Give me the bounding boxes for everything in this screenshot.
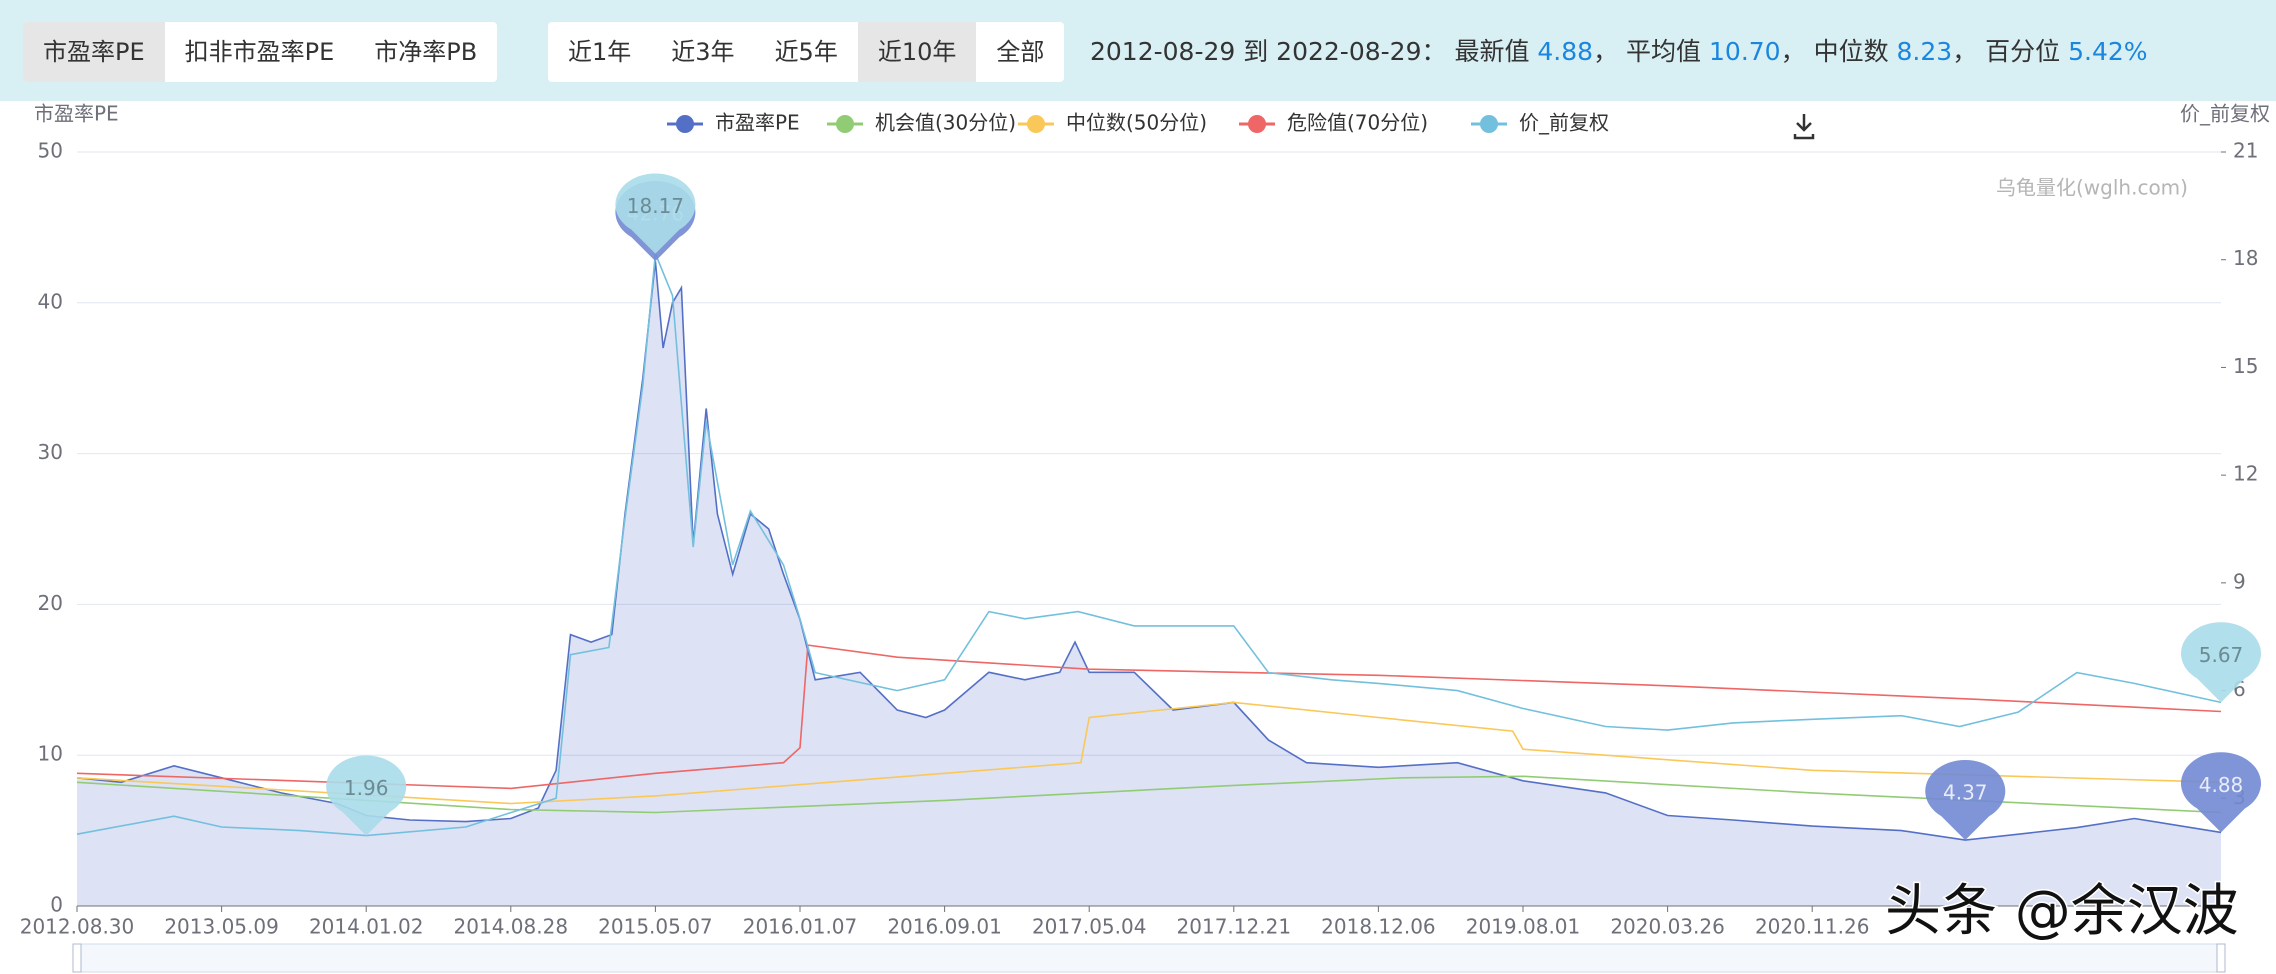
x-tick-label: 2020.11.26	[1755, 915, 1870, 939]
stat-value: 4.88	[1537, 37, 1594, 66]
stat-label: 百分位	[1985, 37, 2061, 66]
x-tick-label: 2014.01.02	[309, 915, 424, 939]
stat-label: 最新值	[1454, 37, 1530, 66]
y2-tick-label: 9	[2233, 569, 2246, 593]
legend-label: 中位数(50分位)	[1066, 111, 1207, 135]
tab[interactable]: 近1年	[568, 38, 632, 66]
area	[77, 261, 2221, 906]
x-tick-label: 2017.12.21	[1177, 915, 1292, 939]
x-tick-label: 2019.08.01	[1466, 915, 1581, 939]
pin	[326, 755, 407, 836]
series-line	[76, 775, 2222, 814]
watermark: 乌龟量化(wglh.com)	[1996, 176, 2188, 200]
x-tick-label: 2012.08.30	[20, 915, 135, 939]
legend-item[interactable]: 价_前复权	[1471, 111, 1609, 135]
series-line	[76, 644, 2222, 790]
pin-label: 4.37	[1943, 781, 1988, 805]
legend-label: 机会值(30分位)	[875, 111, 1016, 135]
period-tabs: 近1年 近3年 近5年 近10年 全部	[548, 22, 1065, 82]
legend-label: 市盈率PE	[715, 111, 800, 135]
tab[interactable]: 近3年	[671, 38, 735, 66]
slider-handle	[2216, 943, 2226, 973]
download-icon[interactable]	[1793, 114, 1815, 140]
legend-item[interactable]: 市盈率PE	[667, 111, 800, 135]
tab[interactable]: 全部	[996, 38, 1045, 66]
pin	[2181, 622, 2261, 703]
x-tick-label: 2016.01.07	[743, 915, 858, 939]
watermark: 头条 @余汉波	[1885, 879, 2239, 944]
series-line	[76, 701, 2222, 805]
metric-tabs: 市盈率PE 扣非市盈率PE 市净率PB	[23, 22, 498, 82]
x-tick-label: 2017.05.04	[1032, 915, 1147, 939]
y-tick-label: 50	[38, 139, 63, 163]
zoom-slider[interactable]	[76, 943, 2222, 973]
legend-item[interactable]: 危险值(70分位)	[1239, 111, 1428, 135]
pin-label: 4.88	[2199, 773, 2244, 797]
y-axis-title: 市盈率PE	[34, 102, 119, 126]
legend-item[interactable]: 机会值(30分位)	[827, 111, 1016, 135]
pin	[1925, 759, 2006, 841]
y-tick-label: 10	[38, 742, 63, 766]
series-line	[76, 261, 2222, 841]
stat-value: 8.23	[1896, 37, 1953, 66]
x-tick-label: 2018.12.06	[1321, 915, 1436, 939]
legend-dot	[1027, 115, 1045, 133]
y2-tick-label: 12	[2233, 462, 2258, 486]
tab[interactable]: 近5年	[774, 38, 838, 66]
legend-label: 价_前复权	[1519, 111, 1609, 135]
pin-label: 18.17	[627, 194, 684, 218]
stat-value: 10.70	[1709, 37, 1781, 66]
download-glyph	[1793, 114, 1815, 140]
y2-tick-label: 15	[2233, 354, 2258, 378]
legend-label: 危险值(70分位)	[1287, 111, 1428, 135]
slider-handle	[72, 943, 82, 973]
pin-label: 1.96	[344, 776, 389, 800]
legend-dot	[1248, 115, 1266, 133]
legend-dot	[836, 115, 854, 133]
pin	[615, 173, 696, 254]
y2-tick-label: 21	[2233, 139, 2258, 163]
pin	[2181, 752, 2261, 833]
series-line	[76, 253, 2222, 837]
legend-dot	[1480, 115, 1498, 133]
tab[interactable]: 近10年	[857, 22, 977, 82]
separator: ，	[1780, 37, 1806, 66]
pin-label: 5.67	[2199, 643, 2244, 667]
range: 2012-08-29 到 2022-08-29：	[1090, 37, 1447, 66]
legend-dot	[676, 115, 694, 133]
x-tick-label: 2014.08.28	[454, 915, 569, 939]
stat-label: 中位数	[1813, 37, 1889, 66]
y-tick-label: 30	[38, 440, 63, 464]
y-tick-label: 20	[38, 591, 63, 615]
tab[interactable]: 市净率PB	[374, 38, 478, 66]
tab[interactable]: 市盈率PE	[23, 22, 165, 82]
toolbar: 市盈率PE 扣非市盈率PE 市净率PB 近1年 近3年 近5年 近10年 全部 …	[0, 0, 2276, 101]
y2-axis-title: 价_前复权	[2180, 102, 2270, 126]
y2-tick-label: 18	[2233, 246, 2258, 270]
x-tick-label: 2015.05.07	[598, 915, 713, 939]
x-tick-label: 2020.03.26	[1610, 915, 1725, 939]
stat-label: 平均值	[1626, 37, 1702, 66]
stat-value: 5.42%	[2068, 37, 2148, 66]
y-tick-label: 40	[38, 289, 63, 313]
x-tick-label: 2013.05.09	[164, 915, 279, 939]
stats: 2012-08-29 到 2022-08-29： 最新值 4.88， 平均值 1…	[1090, 32, 2148, 68]
x-tick-label: 2016.09.01	[887, 915, 1002, 939]
tab[interactable]: 扣非市盈率PE	[184, 38, 335, 66]
legend-item[interactable]: 中位数(50分位)	[1018, 111, 1207, 135]
separator: ，	[1593, 37, 1619, 66]
y-tick-label: 0	[50, 893, 63, 917]
separator: ，	[1952, 37, 1978, 66]
